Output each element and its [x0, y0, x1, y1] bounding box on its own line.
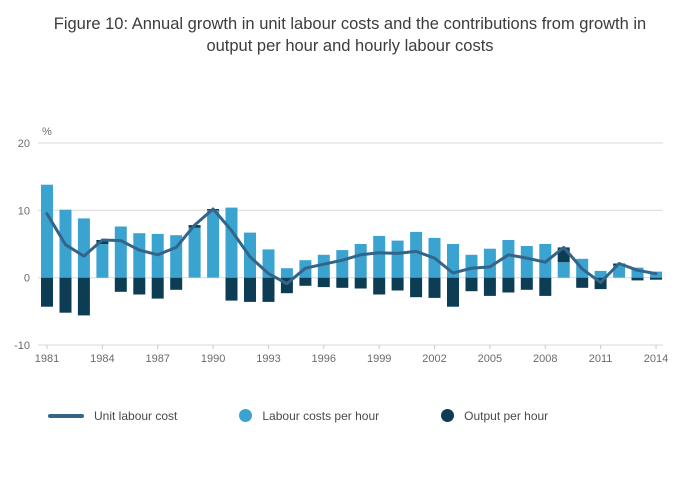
legend-item-output-per-hour: Output per hour	[441, 409, 548, 423]
line-swatch	[48, 413, 84, 418]
figure-title: Figure 10: Annual growth in unit labour …	[53, 15, 647, 55]
svg-text:%: %	[42, 126, 52, 138]
svg-text:0: 0	[24, 272, 30, 284]
chart-area: 20 10 0 -10% 1981 1984 1987 1990 1993 1996 1999 200…	[0, 98, 700, 383]
svg-text:2005: 2005	[478, 353, 502, 365]
svg-text:1993: 1993	[256, 353, 280, 365]
figure: Figure 10: Annual growth in unit labour …	[0, 14, 700, 502]
svg-text:2011: 2011	[589, 353, 613, 365]
svg-text:2014: 2014	[644, 353, 668, 365]
svg-text:2002: 2002	[422, 353, 446, 365]
legend-item-labour-costs-per-hour: Labour costs per hour	[239, 409, 379, 423]
dark-navy-dot-swatch	[441, 409, 455, 423]
svg-text:1990: 1990	[201, 353, 225, 365]
svg-text:-10: -10	[14, 340, 30, 352]
svg-text:1999: 1999	[367, 353, 391, 365]
svg-text:1987: 1987	[145, 353, 169, 365]
legend-label-labour-costs-per-hour: Labour costs per hour	[262, 408, 380, 423]
svg-text:1981: 1981	[35, 353, 59, 365]
svg-text:1996: 1996	[312, 353, 336, 365]
legend: Unit labour cost Labour costs per hour O…	[48, 409, 700, 423]
legend-label-unit-labour-cost: Unit labour cost	[94, 408, 178, 423]
svg-text:2008: 2008	[533, 353, 557, 365]
chart-canvas: 20 10 0 -10% 1981 1984 1987 1990 1993 1996 1999 200…	[14, 126, 668, 365]
svg-text:10: 10	[18, 205, 30, 217]
light-blue-dot-swatch	[239, 409, 253, 423]
legend-item-unit-labour-cost: Unit labour cost	[48, 409, 177, 423]
legend-label-output-per-hour: Output per hour	[464, 408, 549, 423]
svg-text:20: 20	[18, 138, 30, 150]
svg-text:1984: 1984	[90, 353, 114, 365]
